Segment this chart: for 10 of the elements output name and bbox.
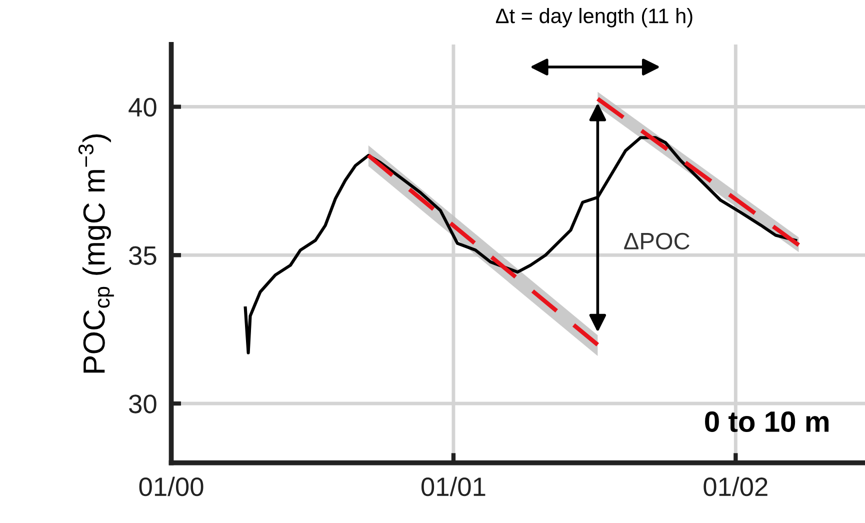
x-tick-label: 01/01 (421, 476, 486, 496)
y-tick-label: 30 (129, 394, 156, 414)
text: Δt = day length (11 h) (496, 8, 692, 28)
annotation: ΔPOC (624, 232, 690, 250)
annotation: 0 to 10 m (705, 411, 829, 432)
y-axis-title: POC$_{cp}$ (mgC m$^{−3}$) (78, 134, 114, 373)
x-tick-label: 01/00 (139, 476, 204, 496)
y-tick-label: 35 (129, 246, 156, 265)
y-tick-label: 40 (128, 98, 156, 117)
x-tick-label: 01/02 (704, 476, 768, 496)
